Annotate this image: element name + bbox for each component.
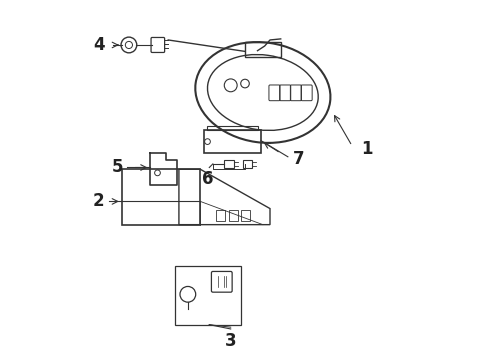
- Text: 7: 7: [293, 150, 305, 168]
- Bar: [207, 126, 258, 130]
- Bar: [243, 159, 252, 168]
- Bar: [245, 42, 281, 57]
- Bar: [229, 210, 238, 221]
- Text: 3: 3: [225, 332, 237, 350]
- Bar: [204, 130, 261, 153]
- Bar: [242, 210, 250, 221]
- Text: 6: 6: [202, 170, 213, 188]
- Bar: [223, 159, 234, 168]
- Bar: [217, 210, 225, 221]
- Text: 2: 2: [92, 193, 104, 211]
- Text: 5: 5: [112, 158, 123, 176]
- Bar: [175, 266, 242, 325]
- Text: 4: 4: [93, 36, 105, 54]
- Text: 1: 1: [361, 140, 372, 158]
- Bar: [122, 169, 200, 225]
